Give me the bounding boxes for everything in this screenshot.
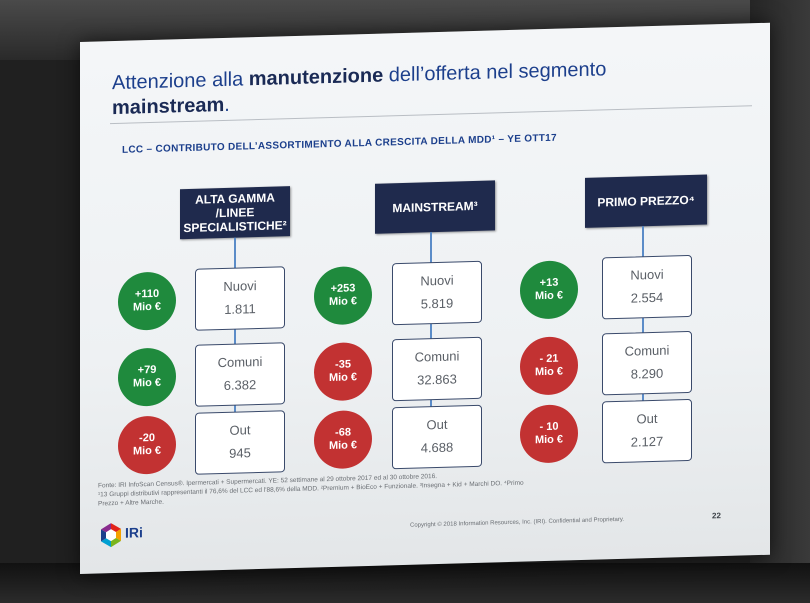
delta-unit: Mio € bbox=[328, 439, 358, 453]
copyright-text: Copyright © 2018 Information Resources, … bbox=[410, 516, 625, 529]
delta-unit: Mio € bbox=[534, 365, 564, 379]
metric-value: 1.811 bbox=[224, 301, 256, 317]
title-text-2: dell’offerta nel segmento bbox=[383, 58, 607, 87]
title-bold-1: manutenzione bbox=[248, 64, 384, 91]
delta-value: +110 bbox=[134, 287, 160, 301]
metric-label: Comuni bbox=[414, 348, 460, 365]
delta-badge: +253 Mio € bbox=[314, 265, 372, 326]
title-text-1: Attenzione alla bbox=[112, 68, 249, 95]
metric-box: Nuovi 5.819 bbox=[392, 260, 482, 326]
metric-box: Comuni 6.382 bbox=[195, 342, 285, 407]
delta-unit: Mio € bbox=[328, 371, 358, 385]
delta-unit: Mio € bbox=[534, 289, 564, 303]
metric-value: 32.863 bbox=[417, 371, 457, 388]
delta-value: +13 bbox=[539, 276, 559, 290]
segment-header-primo-prezzo: PRIMO PREZZO⁴ bbox=[585, 174, 707, 228]
chart-subtitle: LCC – CONTRIBUTO DELL’ASSORTIMENTO ALLA … bbox=[122, 132, 557, 156]
metric-label: Nuovi bbox=[630, 266, 664, 283]
metric-label: Out bbox=[229, 422, 251, 438]
projected-slide: Attenzione alla manutenzione dell’offert… bbox=[80, 22, 770, 574]
metric-value: 945 bbox=[229, 445, 251, 461]
metric-value: 5.819 bbox=[420, 295, 454, 312]
delta-badge: -35 Mio € bbox=[314, 341, 372, 402]
delta-badge: -20 Mio € bbox=[118, 415, 176, 475]
metric-box: Comuni 32.863 bbox=[392, 336, 482, 402]
delta-badge: +110 Mio € bbox=[118, 271, 176, 331]
delta-value: - 10 bbox=[539, 420, 559, 434]
slide-title: Attenzione alla manutenzione dell’offert… bbox=[112, 54, 732, 121]
metric-value: 2.554 bbox=[630, 289, 664, 306]
iri-logo-icon bbox=[101, 523, 121, 548]
delta-value: +79 bbox=[137, 363, 157, 377]
delta-unit: Mio € bbox=[132, 444, 162, 458]
delta-badge: +13 Mio € bbox=[520, 260, 578, 320]
delta-unit: Mio € bbox=[132, 300, 162, 314]
title-end: . bbox=[224, 93, 230, 116]
delta-badge: -68 Mio € bbox=[314, 409, 372, 470]
logo-text: IRi bbox=[125, 524, 143, 541]
metric-box: Out 4.688 bbox=[392, 404, 482, 470]
delta-badge: - 10 Mio € bbox=[520, 404, 578, 464]
metric-box: Nuovi 1.811 bbox=[195, 266, 285, 331]
delta-unit: Mio € bbox=[534, 433, 564, 447]
delta-badge: - 21 Mio € bbox=[520, 336, 578, 396]
metric-label: Out bbox=[426, 416, 448, 433]
delta-value: - 21 bbox=[539, 352, 559, 366]
delta-badge: +79 Mio € bbox=[118, 347, 176, 407]
page-number: 22 bbox=[712, 511, 721, 521]
delta-value: +253 bbox=[330, 282, 356, 295]
delta-value: -35 bbox=[335, 358, 351, 371]
segment-header-alta-gamma: ALTA GAMMA /LINEE SPECIALISTICHE² bbox=[180, 186, 290, 240]
metric-value: 2.127 bbox=[630, 433, 664, 450]
metric-value: 8.290 bbox=[630, 365, 664, 382]
metric-box: Out 945 bbox=[195, 410, 285, 475]
metric-label: Comuni bbox=[624, 342, 670, 359]
metric-value: 6.382 bbox=[223, 377, 257, 393]
footnote: Fonte: IRI InfoScan Census®. Ipermercati… bbox=[98, 464, 718, 508]
metric-label: Nuovi bbox=[223, 278, 257, 294]
metric-label: Out bbox=[636, 410, 658, 427]
metric-box: Nuovi 2.554 bbox=[602, 254, 692, 320]
metric-value: 4.688 bbox=[420, 439, 454, 456]
delta-value: -20 bbox=[139, 431, 155, 445]
delta-unit: Mio € bbox=[328, 295, 358, 309]
delta-value: -68 bbox=[335, 426, 351, 439]
metric-label: Comuni bbox=[217, 353, 263, 371]
metric-box: Out 2.127 bbox=[602, 398, 692, 464]
metric-box: Comuni 8.290 bbox=[602, 330, 692, 396]
metric-label: Nuovi bbox=[420, 272, 454, 289]
delta-unit: Mio € bbox=[132, 376, 162, 390]
title-bold-2: mainstream bbox=[112, 93, 225, 120]
segment-header-mainstream: MAINSTREAM³ bbox=[375, 180, 495, 234]
